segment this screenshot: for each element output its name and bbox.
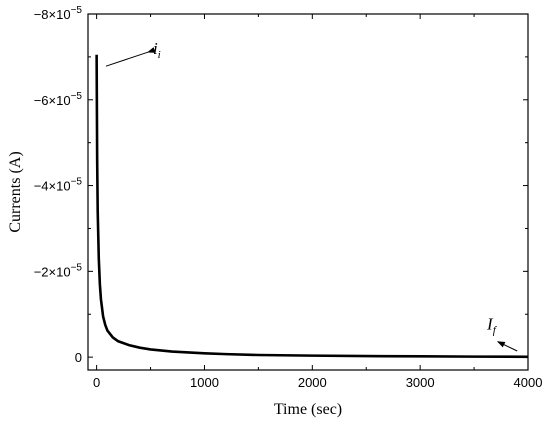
y-tick-label: 0	[75, 350, 82, 365]
y-tick-label-base: −2×10	[34, 264, 71, 279]
annotation-arrow-initial	[105, 47, 156, 67]
plot-frame	[87, 13, 529, 371]
x-tick-label: 3000	[406, 375, 435, 390]
y-tick-label-base: −8×10	[34, 7, 71, 22]
y-tick-label-base: −4×10	[34, 179, 71, 194]
y-tick-label-base: −6×10	[34, 93, 71, 108]
y-tick-label-exponent: −5	[71, 91, 83, 102]
y-tick-label-base: 0	[75, 350, 82, 365]
y-tick-label: −6×10−5	[34, 91, 83, 108]
series-line	[95, 54, 529, 359]
x-tick-label: 4000	[514, 375, 543, 390]
x-tick-label: 2000	[298, 375, 327, 390]
annotation-initial-symbol: i	[153, 39, 158, 58]
annotation-arrow-final	[496, 341, 518, 352]
annotation-final-symbol: I	[486, 315, 494, 334]
annotation-initial-subscript: i	[158, 49, 161, 61]
y-tick-label-exponent: −5	[71, 262, 83, 273]
y-tick-label: −8×10−5	[34, 5, 83, 22]
annotation-final-current: If	[486, 315, 498, 337]
series-layer	[95, 54, 529, 359]
y-tick-label: −2×10−5	[34, 262, 83, 279]
y-tick-label: −4×10−5	[34, 177, 83, 194]
y-tick-label-exponent: −5	[71, 5, 83, 16]
y-tick-label-exponent: −5	[71, 177, 83, 188]
annotation-layer: ii If	[105, 39, 518, 352]
annotation-initial-current: ii	[153, 39, 161, 61]
x-axis-title: Time (sec)	[274, 401, 342, 418]
annotation-final-subscript: f	[493, 325, 498, 337]
x-tick-label: 0	[93, 375, 100, 390]
x-tick-label: 1000	[190, 375, 219, 390]
y-axis-title: Currents (A)	[7, 151, 24, 232]
plot-area: 0 1000 2000 3000 40000−2×10−5−4×10−5−6×10−5−…	[34, 5, 543, 390]
